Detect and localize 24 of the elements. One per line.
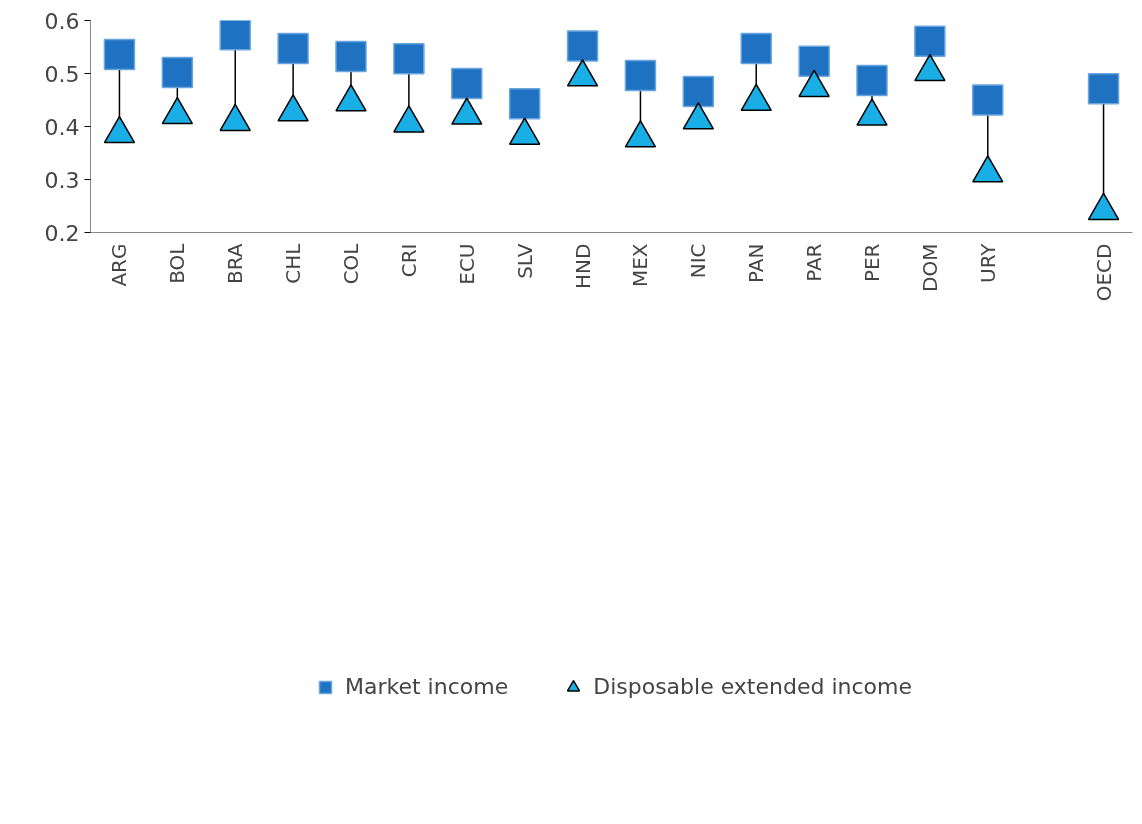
x-tick-label: OECD [1091, 243, 1116, 302]
x-tick-label: HND [570, 243, 595, 289]
x-tick-label: NIC [686, 243, 711, 279]
x-tick-label: BRA [223, 243, 248, 284]
x-tick-label: ECU [454, 243, 479, 285]
y-tick-label: 0.4 [44, 114, 80, 140]
x-tick-label: CHL [281, 242, 306, 284]
x-tick-label: ARG [107, 243, 132, 287]
y-tick-label: 0.5 [44, 61, 80, 87]
y-tick-label: 0.3 [44, 167, 80, 193]
x-tick-label: BOL [165, 242, 190, 284]
x-tick-label: COL [339, 242, 363, 285]
x-tick-label: URY [975, 242, 1000, 283]
x-tick-label: DOM [917, 243, 942, 292]
x-tick-label: PER [860, 243, 884, 283]
y-tick-label: 0.2 [44, 220, 80, 246]
x-tick-label: PAR [802, 243, 827, 282]
legend-label: Disposable extended income [593, 674, 912, 699]
y-tick-label: 0.6 [44, 8, 80, 34]
x-tick-label: SLV [512, 243, 537, 279]
x-tick-label: MEX [628, 243, 653, 288]
x-tick-label: PAN [744, 243, 769, 283]
x-tick-label: CRI [396, 243, 421, 278]
legend-label: Market income [345, 674, 509, 699]
